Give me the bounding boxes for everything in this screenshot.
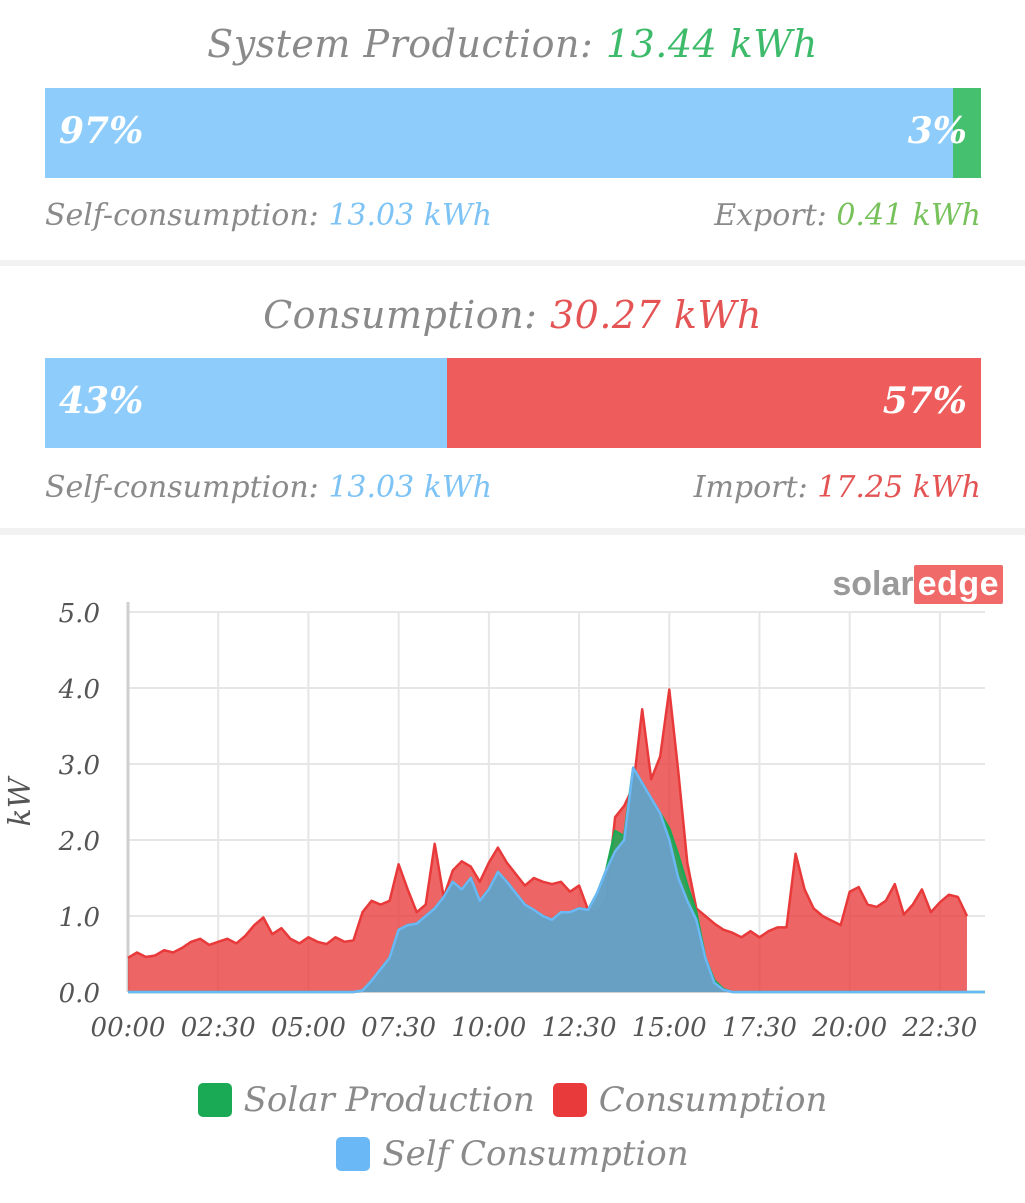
consumption-self-segment: 43% (45, 358, 448, 448)
y-tick-label-5: 5.0 (59, 599, 100, 629)
x-tick-label-1: 02:30 (181, 1013, 256, 1043)
x-tick-label-8: 20:00 (811, 1013, 887, 1043)
y-tick-label-1: 1.0 (59, 903, 100, 933)
consumption-split-bar: 43% 57% (45, 358, 981, 448)
production-self-segment: 97% (45, 88, 953, 178)
system-production-card: System Production: 13.44 kWh 97% 3% Self… (0, 0, 1025, 260)
x-tick-label-7: 17:30 (722, 1013, 797, 1043)
production-self-value: 13.03 kWh (328, 198, 493, 233)
y-tick-label-2: 2.0 (58, 827, 100, 857)
production-title-label: System Production: (207, 22, 594, 66)
consumption-import-value: 17.25 kWh (817, 470, 981, 505)
legend-consumption-label: Consumption (598, 1080, 828, 1120)
y-tick-label-4: 4.0 (58, 675, 100, 705)
production-export-percent: 3% (907, 110, 967, 152)
solaredge-logo: solar edge (832, 564, 1003, 604)
consumption-import-segment: 57% (447, 358, 981, 448)
production-split-bar: 97% 3% (45, 88, 981, 178)
production-total: 13.44 kWh (605, 22, 818, 66)
consumption-line (127, 688, 969, 959)
y-axis-label: kW (3, 775, 38, 826)
logo-edge-text: edge (913, 564, 1003, 604)
power-chart-card: solar edge 0.0 1.0 2.0 3.0 4.0 5.0 00:00 02:30 05… (0, 535, 1025, 1203)
x-tick-label-9: 22:30 (901, 1013, 977, 1043)
legend-solar-swatch (197, 1083, 232, 1117)
production-export-value: 0.41 kWh (836, 198, 981, 233)
self-consumption-area (128, 767, 985, 992)
x-tick-label-3: 07:30 (361, 1013, 436, 1043)
production-export-stat: Export: 0.41 kWh (714, 198, 981, 233)
consumption-card: Consumption: 30.27 kWh 43% 57% Self-cons… (0, 266, 1025, 528)
production-self-consumption-stat: Self-consumption: 13.03 kWh (45, 198, 492, 233)
consumption-self-consumption-stat: Self-consumption: 13.03 kWh (45, 470, 492, 505)
production-self-percent: 97% (59, 110, 144, 152)
x-tick-label-4: 10:00 (451, 1013, 526, 1043)
y-tick-label-0: 0.0 (59, 979, 100, 1009)
consumption-self-value: 13.03 kWh (328, 470, 493, 505)
consumption-import-stat: Import: 17.25 kWh (694, 470, 981, 505)
legend-consumption-swatch (552, 1083, 587, 1117)
legend-item-consumption[interactable]: Consumption (552, 1080, 828, 1120)
consumption-title: Consumption: 30.27 kWh (0, 293, 1025, 337)
x-tick-label-2: 05:00 (271, 1013, 346, 1043)
y-tick-label-3: 3.0 (59, 751, 100, 781)
legend-item-self-consumption[interactable]: Self Consumption (336, 1134, 689, 1174)
logo-solar-text: solar (832, 564, 914, 603)
x-tick-label-5: 12:30 (542, 1013, 617, 1043)
power-area-chart[interactable]: 0.0 1.0 2.0 3.0 4.0 5.0 00:00 02:30 05:00 07:30 10… (0, 535, 1025, 1075)
legend-self-swatch (336, 1137, 371, 1171)
production-self-label: Self-consumption: (45, 198, 319, 233)
production-title: System Production: 13.44 kWh (0, 22, 1025, 66)
x-tick-label-0: 00:00 (91, 1013, 166, 1043)
chart-legend: Solar Production Consumption Self Consum… (0, 1080, 1025, 1188)
consumption-self-label: Self-consumption: (45, 470, 319, 505)
consumption-title-label: Consumption: (263, 293, 538, 337)
consumption-total: 30.27 kWh (550, 293, 762, 337)
production-export-label: Export: (714, 198, 827, 233)
self-consumption-line (128, 766, 985, 994)
legend-self-label: Self Consumption (382, 1134, 689, 1174)
consumption-import-percent: 57% (882, 380, 967, 422)
legend-item-solar-production[interactable]: Solar Production (197, 1080, 535, 1120)
consumption-self-percent: 43% (59, 380, 144, 422)
production-export-segment (952, 88, 981, 178)
legend-solar-label: Solar Production (243, 1080, 535, 1120)
x-tick-label-6: 15:00 (632, 1013, 707, 1043)
consumption-import-label: Import: (693, 470, 808, 505)
